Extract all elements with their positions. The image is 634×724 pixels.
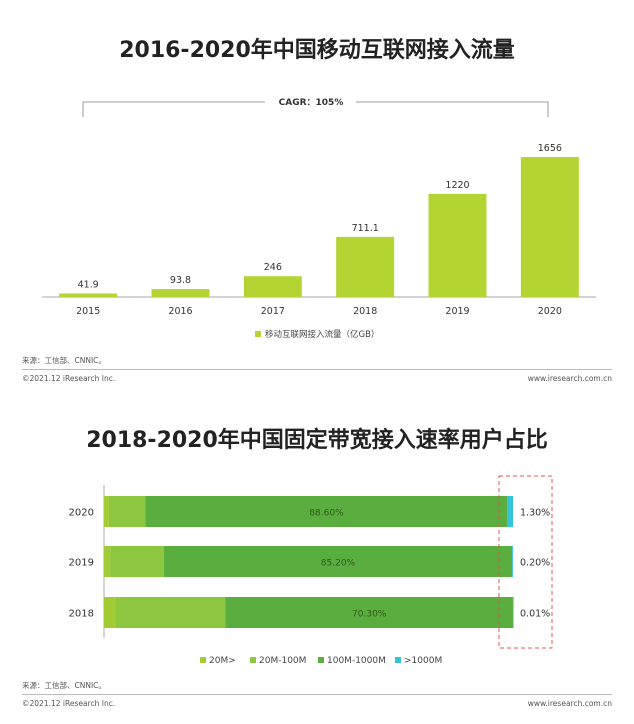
- x-tick-label: 2019: [445, 306, 469, 317]
- legend-swatch: [250, 657, 256, 663]
- segment-2018-20M>: [104, 597, 116, 628]
- copyright: ©2021.12 iResearch Inc.: [22, 374, 116, 383]
- gt1000m-value-label: 1.30%: [520, 508, 550, 519]
- gt1000m-value-label: 0.01%: [520, 609, 550, 620]
- traffic-chart-panel: 2016-2020年中国移动互联网接入流量 CAGR：105% 41.9 2015 9…: [22, 38, 612, 383]
- segment-2020->1000M: [507, 496, 513, 527]
- chart-title: 2018-2020年中国固定带宽接入速率用户占比: [86, 428, 548, 453]
- bar-2015: [59, 293, 118, 297]
- segment-2018->1000M: [512, 597, 514, 628]
- chart-title: 2016-2020年中国移动互联网接入流量: [119, 38, 515, 63]
- segment-value-label: 70.30%: [352, 610, 387, 620]
- segment-2020-20M-100M: [108, 496, 146, 527]
- segment-2019-20M-100M: [110, 546, 164, 577]
- legend-label: 移动互联网接入流量（亿GB）: [265, 329, 379, 340]
- site-url: www.iresearch.com.cn: [527, 374, 612, 383]
- legend-swatch: [318, 657, 324, 663]
- bandwidth-chart-panel: 2018-2020年中国固定带宽接入速率用户占比 2020 88.60% 1.30%…: [0, 390, 634, 724]
- y-tick-label: 2018: [69, 609, 94, 620]
- bar-2017: [243, 276, 302, 297]
- bar-value-label: 711.1: [352, 223, 379, 234]
- bar-value-label: 41.9: [78, 279, 99, 290]
- copyright: ©2021.12 iResearch Inc.: [22, 699, 116, 708]
- bar-2016: [151, 289, 210, 297]
- x-tick-label: 2016: [168, 306, 192, 317]
- legend-swatch: [200, 657, 206, 663]
- x-tick-label: 2018: [353, 306, 377, 317]
- segment-2019-20M>: [104, 546, 111, 577]
- bandwidth-stacked-bar-chart: 2020 88.60% 1.30% 2019 85.20% 0.20% 2018 70.30%…: [69, 475, 553, 666]
- bar-value-label: 1656: [538, 143, 562, 154]
- legend-label: >1000M: [404, 656, 442, 666]
- bar-value-label: 246: [264, 262, 282, 273]
- segment-value-label: 85.20%: [321, 559, 356, 569]
- y-tick-label: 2020: [69, 508, 94, 519]
- bar-2018: [336, 236, 395, 297]
- divider: [22, 694, 612, 695]
- traffic-bar-chart: CAGR：105% 41.9 2015 93.8 2016 246 2017 711.1 201…: [42, 98, 596, 340]
- legend-label: 20M>: [209, 656, 236, 666]
- site-url: www.iresearch.com.cn: [527, 699, 612, 708]
- segment-2019->1000M: [512, 546, 513, 577]
- cagr-bracket: [82, 101, 549, 117]
- x-tick-label: 2020: [538, 306, 562, 317]
- bar-value-label: 1220: [445, 180, 469, 191]
- segment-2019-100M-1000M: [163, 546, 513, 577]
- divider: [22, 369, 612, 370]
- gt1000m-value-label: 0.20%: [520, 558, 550, 569]
- legend-label: 20M-100M: [259, 656, 306, 666]
- x-tick-label: 2015: [76, 306, 100, 317]
- segment-2020-100M-1000M: [145, 496, 508, 527]
- legend-label: 100M-1000M: [327, 656, 386, 666]
- cagr-label: CAGR：105%: [279, 98, 344, 108]
- x-tick-label: 2017: [261, 306, 285, 317]
- bar-2020: [520, 157, 579, 297]
- source-note: 来源：工信部、CNNIC。: [22, 356, 106, 365]
- bar-value-label: 93.8: [170, 275, 191, 286]
- legend-swatch: [395, 657, 401, 663]
- segment-2020-20M>: [104, 496, 109, 527]
- source-note: 来源：工信部、CNNIC。: [22, 681, 106, 690]
- bar-2019: [428, 193, 487, 297]
- legend-swatch: [255, 331, 261, 337]
- highlight-box: [498, 475, 553, 649]
- y-tick-label: 2019: [69, 558, 94, 569]
- segment-2018-20M-100M: [115, 597, 226, 628]
- segment-2018-100M-1000M: [225, 597, 513, 628]
- segment-value-label: 88.60%: [309, 509, 344, 519]
